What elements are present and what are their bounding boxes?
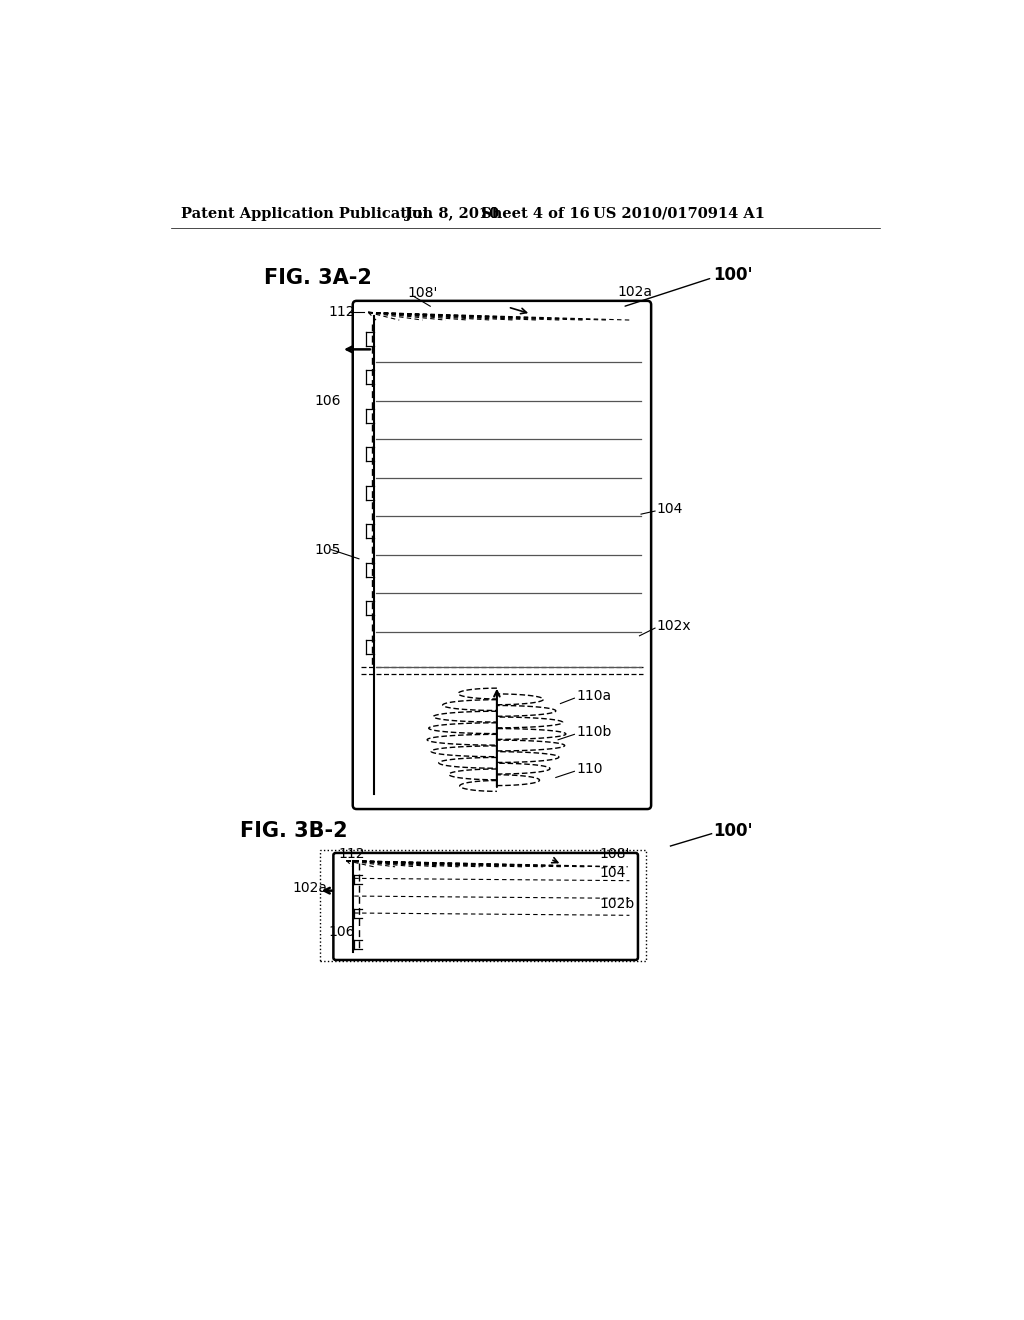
FancyBboxPatch shape [334,853,638,960]
Text: Jul. 8, 2010: Jul. 8, 2010 [406,207,500,220]
Text: 102b: 102b [599,896,635,911]
Text: 102a: 102a [292,882,328,895]
Text: 104: 104 [599,866,626,880]
Text: 112: 112 [328,305,354,319]
Text: FIG. 3A-2: FIG. 3A-2 [263,268,372,288]
Text: 112: 112 [339,846,366,861]
FancyBboxPatch shape [352,301,651,809]
Text: 102x: 102x [656,619,691,632]
Text: 110b: 110b [575,725,611,739]
Text: 100': 100' [713,267,753,284]
Text: 100': 100' [713,821,753,840]
Text: 104: 104 [656,502,683,516]
Text: 110a: 110a [575,689,611,702]
Text: 106: 106 [328,925,354,940]
Text: 102a: 102a [617,285,653,298]
Text: US 2010/0170914 A1: US 2010/0170914 A1 [593,207,765,220]
Text: 106: 106 [314,393,341,408]
Text: 110: 110 [575,762,602,776]
Text: Patent Application Publication: Patent Application Publication [180,207,433,220]
Text: Sheet 4 of 16: Sheet 4 of 16 [480,207,590,220]
Bar [321,850,646,961]
Text: 108': 108' [407,286,437,300]
Text: 108': 108' [599,846,630,861]
Text: FIG. 3B-2: FIG. 3B-2 [241,821,348,841]
Text: 105: 105 [314,543,340,557]
